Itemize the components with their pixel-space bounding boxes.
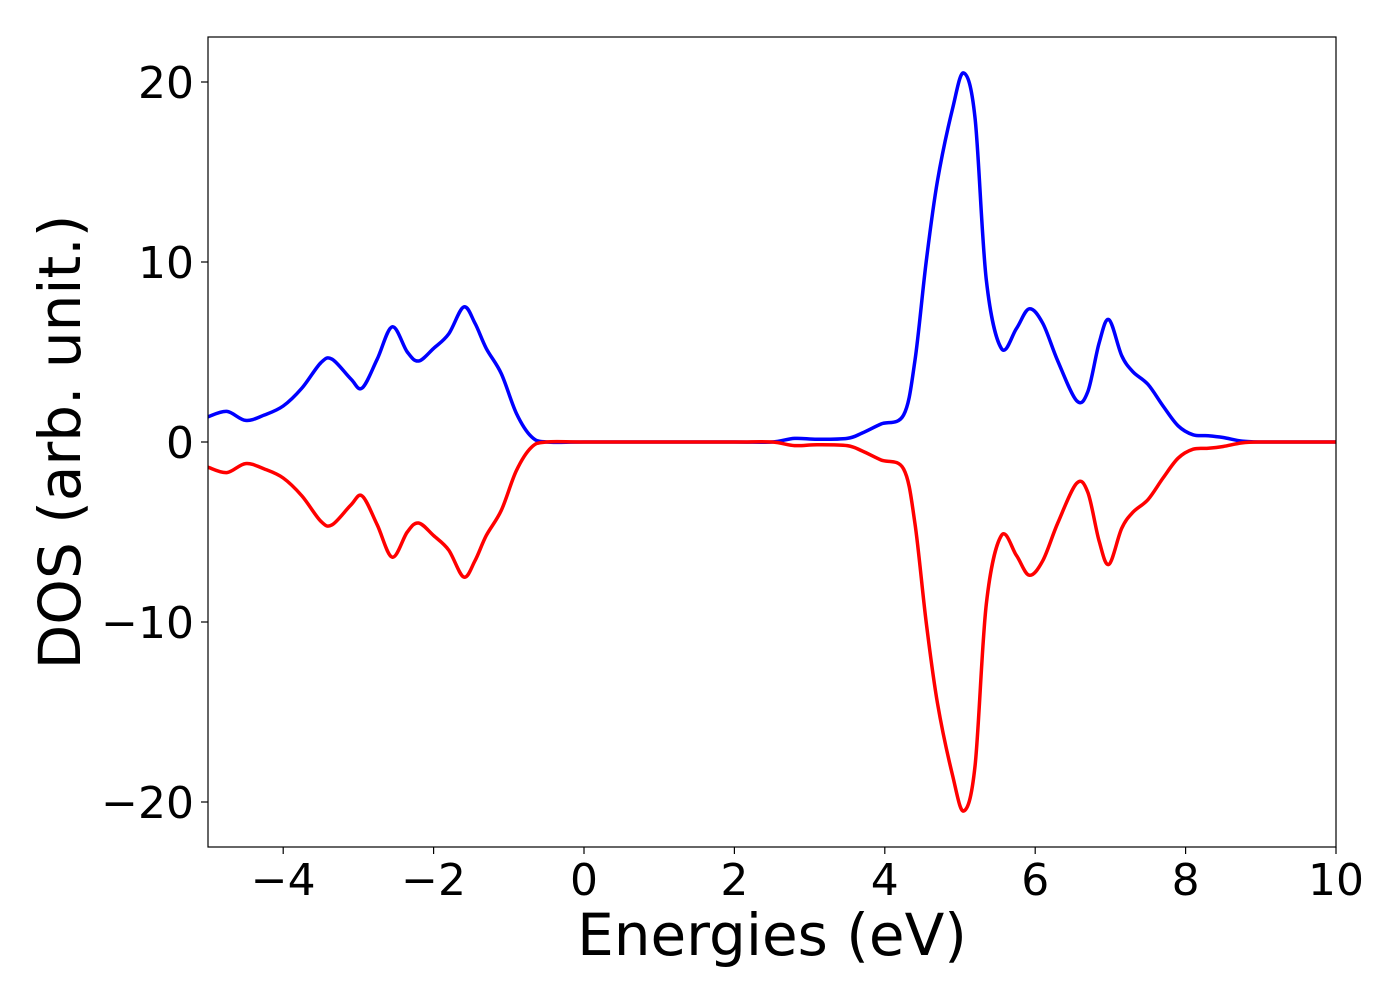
y-axis-title: DOS (arb. unit.): [26, 215, 94, 670]
series-line-up: [208, 71, 1336, 445]
x-tick-label: 2: [720, 855, 748, 906]
series-line-down: [208, 439, 1336, 813]
x-tick-label: −2: [401, 855, 466, 906]
y-tick-label: 20: [138, 58, 194, 109]
y-tick-label: −10: [101, 598, 194, 649]
x-axis-title: Energies (eV): [577, 901, 967, 969]
series-layer: [208, 71, 1336, 813]
x-tick-label: −4: [251, 855, 316, 906]
y-tick-label: 0: [166, 418, 194, 469]
x-tick-label: 8: [1172, 855, 1200, 906]
x-tick-label: 4: [871, 855, 899, 906]
x-tick-label: 0: [570, 855, 598, 906]
x-axis-ticks: −4 −2 0 2 4 6 8 10: [251, 847, 1364, 906]
x-tick-label: 10: [1308, 855, 1364, 906]
y-tick-label: 10: [138, 238, 194, 289]
x-tick-label: 6: [1021, 855, 1049, 906]
y-axis-ticks: −20 −10 0 10 20: [101, 58, 208, 829]
y-tick-label: −20: [101, 778, 194, 829]
